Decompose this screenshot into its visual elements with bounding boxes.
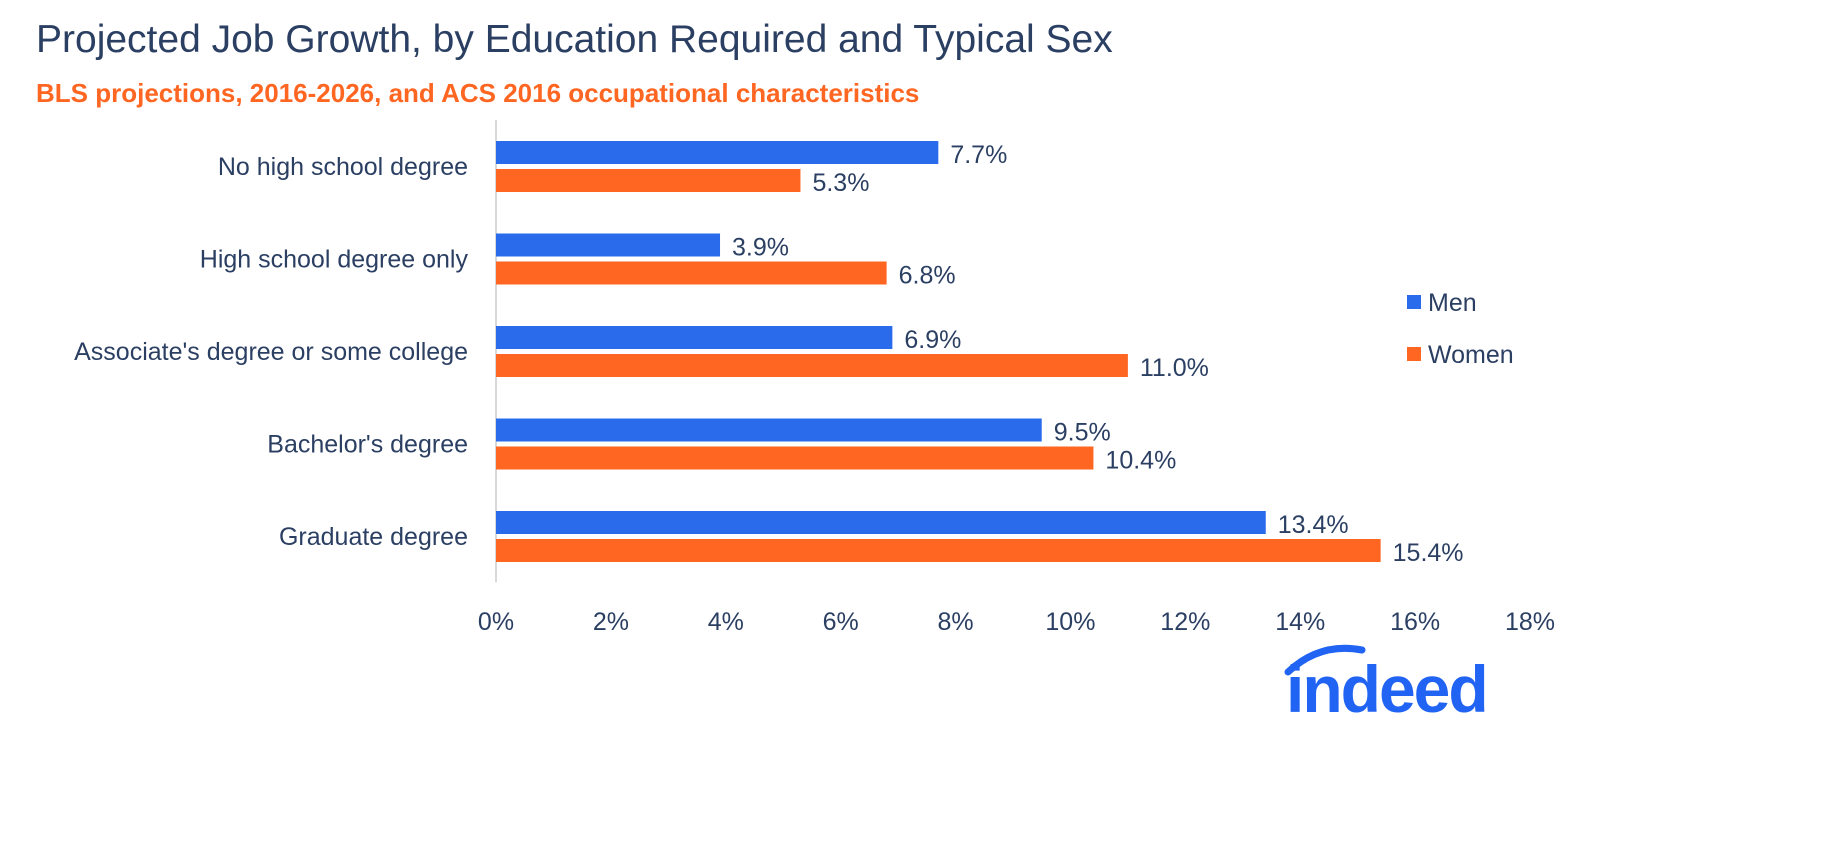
bar-women <box>496 539 1381 562</box>
x-tick-label: 16% <box>1390 608 1440 636</box>
category-label: Associate's degree or some college <box>74 338 468 366</box>
x-tick-label: 4% <box>708 608 744 636</box>
bar-men <box>496 141 939 164</box>
x-tick-label: 18% <box>1505 608 1555 636</box>
data-label: 6.8% <box>899 262 956 290</box>
x-tick-label: 10% <box>1045 608 1095 636</box>
data-label: 7.7% <box>950 141 1007 169</box>
chart-title: Projected Job Growth, by Education Requi… <box>36 18 1113 61</box>
x-tick-label: 2% <box>593 608 629 636</box>
bar-men <box>496 511 1266 534</box>
data-label: 10.4% <box>1105 447 1176 475</box>
data-label: 3.9% <box>732 234 789 262</box>
data-label: 11.0% <box>1140 354 1209 382</box>
bar-women <box>496 446 1094 470</box>
x-tick-label: 0% <box>478 608 514 636</box>
bar-men <box>496 233 721 257</box>
data-label: 13.4% <box>1278 511 1349 539</box>
category-label: Graduate degree <box>279 523 468 551</box>
bar-women <box>496 261 887 285</box>
legend-swatch-men <box>1407 295 1421 309</box>
legend-label: Men <box>1428 289 1477 317</box>
category-label: Bachelor's degree <box>267 431 468 459</box>
data-label: 6.9% <box>904 326 961 354</box>
x-tick-label: 12% <box>1160 608 1210 636</box>
bar-women <box>496 354 1128 377</box>
data-label: 5.3% <box>812 169 869 197</box>
legend-swatch-women <box>1407 347 1421 361</box>
bar-men <box>496 418 1042 442</box>
bar-men <box>496 326 893 349</box>
x-tick-label: 8% <box>937 608 973 636</box>
category-label: High school degree only <box>200 246 469 274</box>
x-tick-label: 6% <box>823 608 859 636</box>
legend-label: Women <box>1428 341 1514 369</box>
category-label: No high school degree <box>218 153 468 181</box>
bar-women <box>496 169 801 192</box>
chart-subtitle: BLS projections, 2016-2026, and ACS 2016… <box>36 78 920 108</box>
data-label: 15.4% <box>1393 539 1464 567</box>
logo-text: indeed <box>1286 652 1487 720</box>
data-label: 9.5% <box>1054 419 1111 447</box>
x-tick-label: 14% <box>1275 608 1325 636</box>
indeed-logo: indeed <box>1284 644 1489 720</box>
